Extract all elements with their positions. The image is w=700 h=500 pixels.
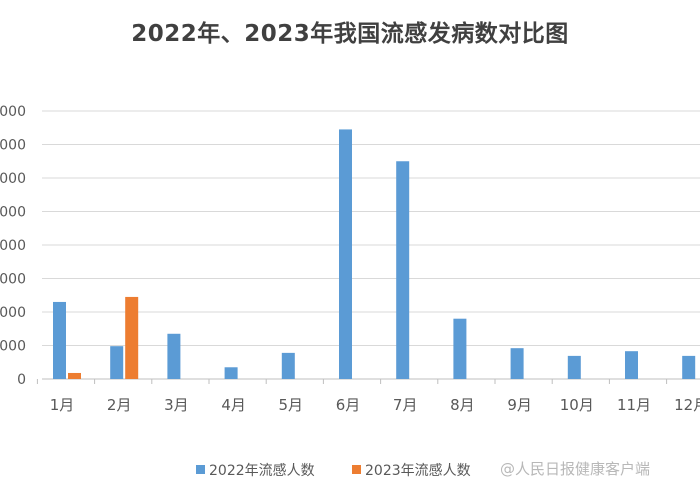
x-tick-label: 7月	[393, 396, 418, 414]
bar	[510, 348, 524, 379]
x-tick-label: 2月	[107, 396, 132, 414]
legend-label: 2023年流感人数	[365, 462, 471, 479]
bar	[396, 161, 410, 379]
bar	[224, 367, 238, 379]
y-tick-label: 60000	[0, 171, 26, 187]
bar	[167, 333, 181, 379]
bar	[125, 296, 139, 379]
x-tick-label: 4月	[221, 396, 246, 414]
y-tick-label: 80000	[0, 104, 26, 120]
x-tick-label: 6月	[336, 396, 361, 414]
x-tick-label: 9月	[507, 396, 532, 414]
y-tick-label: 30000	[0, 272, 26, 288]
bar	[110, 346, 124, 379]
x-tick-label: 10月	[560, 396, 594, 414]
legend-swatch	[196, 465, 205, 474]
y-tick-label: 10000	[0, 339, 26, 355]
x-tick-label: 11月	[617, 396, 651, 414]
bar	[68, 372, 81, 379]
bar	[567, 355, 581, 379]
chart-title: 2022年、2023年我国流感发病数对比图	[131, 21, 569, 47]
y-tick-label: 0	[17, 372, 26, 388]
y-tick-label: 20000	[0, 305, 26, 321]
watermark: @人民日报健康客户端	[500, 460, 651, 478]
x-tick-label: 5月	[279, 396, 304, 414]
y-tick-label: 50000	[0, 205, 26, 221]
legend-swatch	[352, 465, 361, 474]
y-tick-label: 70000	[0, 138, 26, 154]
x-tick-label: 3月	[164, 396, 189, 414]
bar	[453, 318, 467, 379]
y-tick-label: 40000	[0, 238, 26, 254]
bar	[281, 352, 295, 379]
bar	[339, 129, 352, 379]
x-tick-label: 12月	[674, 396, 700, 414]
x-tick-label: 8月	[450, 396, 475, 414]
legend-label: 2022年流感人数	[209, 462, 315, 479]
bar	[682, 355, 696, 379]
x-tick-label: 1月	[50, 396, 75, 414]
bar	[625, 351, 638, 379]
bar	[53, 301, 66, 379]
